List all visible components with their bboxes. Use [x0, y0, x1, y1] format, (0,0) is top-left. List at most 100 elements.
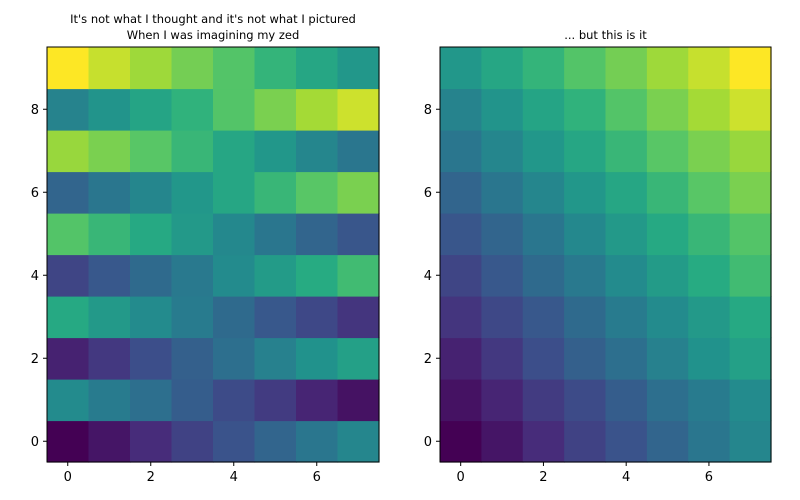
chart-title-line: It's not what I thought and it's not wha…: [70, 12, 356, 26]
y-tick-label: 6: [31, 186, 39, 201]
heatmap-cell-r5-c0: [47, 213, 90, 256]
heatmap-cell-r7-c3: [171, 130, 214, 173]
heatmap-cell-r1-c2: [522, 379, 565, 422]
heatmap-cell-r9-c0: [440, 47, 482, 90]
heatmap-cell-r4-c7: [337, 254, 380, 297]
heatmap-cell-r7-c5: [646, 130, 689, 173]
y-tick-label: 8: [424, 103, 432, 118]
heatmap-cell-r9-c0: [47, 47, 90, 90]
heatmap-cell-r2-c3: [171, 337, 214, 380]
heatmap-cell-r8-c6: [688, 88, 731, 131]
heatmap-cell-r3-c7: [729, 296, 772, 339]
heatmap-cell-r0-c5: [646, 420, 689, 463]
heatmap-cell-r1-c7: [729, 379, 772, 422]
heatmap-cell-r3-c5: [254, 296, 297, 339]
heatmap-cell-r6-c2: [522, 171, 565, 214]
heatmap-cell-r2-c4: [605, 337, 648, 380]
heatmap-cell-r5-c6: [688, 213, 731, 256]
heatmap-cell-r6-c1: [88, 171, 131, 214]
heatmap-cell-r6-c5: [254, 171, 297, 214]
heatmap-cell-r0-c2: [522, 420, 565, 463]
heatmap-cell-r8-c5: [646, 88, 689, 131]
heatmap-cell-r1-c1: [88, 379, 131, 422]
heatmap-cell-r3-c5: [646, 296, 689, 339]
heatmap-cell-r8-c6: [296, 88, 339, 131]
heatmap-cell-r9-c7: [729, 47, 772, 90]
heatmap-cell-r2-c7: [337, 337, 380, 380]
x-tick-label: 0: [457, 470, 465, 485]
heatmap-cell-r4-c2: [130, 254, 173, 297]
heatmap-cell-r7-c1: [481, 130, 524, 173]
heatmap-cell-r6-c7: [337, 171, 380, 214]
heatmap-cell-r4-c3: [564, 254, 607, 297]
heatmap-cell-r1-c4: [213, 379, 256, 422]
heatmap-cell-r6-c7: [729, 171, 772, 214]
heatmap-cell-r6-c1: [481, 171, 524, 214]
heatmap-cell-r6-c3: [171, 171, 214, 214]
heatmap-cell-r2-c6: [688, 337, 731, 380]
x-tick-label: 2: [147, 470, 155, 485]
heatmap-cell-r1-c0: [440, 379, 482, 422]
heatmap-cell-r2-c5: [254, 337, 297, 380]
heatmap-cell-r4-c4: [213, 254, 256, 297]
heatmap-cell-r8-c3: [564, 88, 607, 131]
x-tick-label: 0: [64, 470, 72, 485]
heatmap-cell-r4-c7: [729, 254, 772, 297]
y-tick-label: 2: [424, 352, 432, 367]
heatmap-cell-r0-c1: [88, 420, 131, 463]
heatmap-cell-r2-c6: [296, 337, 339, 380]
heatmap-cell-r3-c3: [564, 296, 607, 339]
heatmap-cell-r8-c1: [481, 88, 524, 131]
heatmap-cell-r5-c4: [605, 213, 648, 256]
heatmap-cell-r8-c2: [522, 88, 565, 131]
heatmap-cell-r8-c4: [213, 88, 256, 131]
right-heatmap-panel: 0 2 4 6 0 2 4 6 8 ... but this is it: [424, 28, 772, 485]
heatmap-cell-r8-c0: [440, 88, 482, 131]
heatmap-cell-r6-c5: [646, 171, 689, 214]
heatmap-cell-r9-c7: [337, 47, 380, 90]
y-tick-label: 2: [31, 352, 39, 367]
heatmap-cell-r2-c7: [729, 337, 772, 380]
chart-title-line: When I was imagining my zed: [127, 28, 300, 42]
heatmap-cell-r1-c1: [481, 379, 524, 422]
heatmap-cell-r2-c2: [522, 337, 565, 380]
heatmap-cell-r1-c4: [605, 379, 648, 422]
heatmap-cell-r7-c5: [254, 130, 297, 173]
heatmap-cell-r9-c2: [522, 47, 565, 90]
heatmap-cell-r8-c0: [47, 88, 90, 131]
heatmap-cell-r8-c7: [337, 88, 380, 131]
heatmap-cell-r7-c6: [688, 130, 731, 173]
heatmap-cell-r3-c0: [47, 296, 90, 339]
heatmap-cell-r5-c5: [254, 213, 297, 256]
heatmap-cell-r4-c1: [481, 254, 524, 297]
heatmap-cell-r5-c5: [646, 213, 689, 256]
heatmap-cell-r5-c3: [564, 213, 607, 256]
heatmap-cell-r4-c6: [296, 254, 339, 297]
heatmap-cell-r7-c3: [564, 130, 607, 173]
heatmap-cell-r5-c2: [130, 213, 173, 256]
heatmap-cell-r0-c2: [130, 420, 173, 463]
heatmap-cell-r2-c4: [213, 337, 256, 380]
heatmap-cell-r0-c0: [440, 420, 482, 463]
heatmap-cell-r7-c6: [296, 130, 339, 173]
heatmap-cell-r4-c3: [171, 254, 214, 297]
heatmap-cell-r9-c4: [213, 47, 256, 90]
heatmap-cell-r3-c3: [171, 296, 214, 339]
heatmap-cell-r0-c1: [481, 420, 524, 463]
heatmap-cell-r2-c1: [481, 337, 524, 380]
heatmap-cell-r0-c3: [564, 420, 607, 463]
heatmap-cell-r0-c5: [254, 420, 297, 463]
heatmap-cell-r2-c5: [646, 337, 689, 380]
heatmap-cell-r9-c4: [605, 47, 648, 90]
heatmap-cell-r1-c5: [646, 379, 689, 422]
heatmap-cell-r1-c3: [564, 379, 607, 422]
heatmap-cell-r0-c4: [213, 420, 256, 463]
heatmap-cell-r8-c3: [171, 88, 214, 131]
heatmap-cell-r4-c0: [440, 254, 482, 297]
x-tick-label: 4: [622, 470, 630, 485]
heatmap-cell-r7-c7: [729, 130, 772, 173]
heatmap-cell-r7-c4: [605, 130, 648, 173]
heatmap-cell-r6-c6: [688, 171, 731, 214]
heatmap-cell-r9-c6: [688, 47, 731, 90]
